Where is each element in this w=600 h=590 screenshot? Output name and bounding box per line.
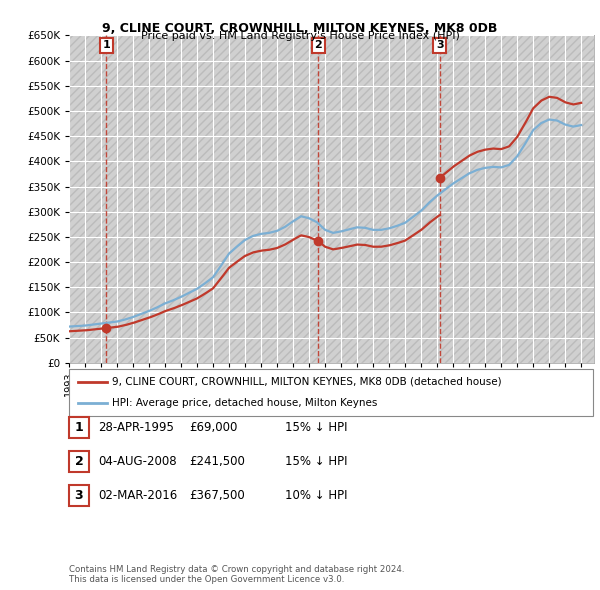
Text: 9, CLINE COURT, CROWNHILL, MILTON KEYNES, MK8 0DB: 9, CLINE COURT, CROWNHILL, MILTON KEYNES… xyxy=(103,22,497,35)
Text: HPI: Average price, detached house, Milton Keynes: HPI: Average price, detached house, Milt… xyxy=(112,398,377,408)
Text: 10% ↓ HPI: 10% ↓ HPI xyxy=(285,489,347,502)
Text: 9, CLINE COURT, CROWNHILL, MILTON KEYNES, MK8 0DB (detached house): 9, CLINE COURT, CROWNHILL, MILTON KEYNES… xyxy=(112,377,502,386)
Text: 1: 1 xyxy=(103,41,110,51)
Text: 3: 3 xyxy=(436,41,443,51)
Text: 2: 2 xyxy=(314,41,322,51)
Text: £241,500: £241,500 xyxy=(189,455,245,468)
Text: 15% ↓ HPI: 15% ↓ HPI xyxy=(285,421,347,434)
Text: 2: 2 xyxy=(74,455,83,468)
Text: Price paid vs. HM Land Registry's House Price Index (HPI): Price paid vs. HM Land Registry's House … xyxy=(140,31,460,41)
Text: £69,000: £69,000 xyxy=(189,421,238,434)
Text: 04-AUG-2008: 04-AUG-2008 xyxy=(98,455,176,468)
Text: Contains HM Land Registry data © Crown copyright and database right 2024.
This d: Contains HM Land Registry data © Crown c… xyxy=(69,565,404,584)
Text: 15% ↓ HPI: 15% ↓ HPI xyxy=(285,455,347,468)
Text: 3: 3 xyxy=(74,489,83,502)
Text: 02-MAR-2016: 02-MAR-2016 xyxy=(98,489,177,502)
Text: 1: 1 xyxy=(74,421,83,434)
Text: 28-APR-1995: 28-APR-1995 xyxy=(98,421,173,434)
Text: £367,500: £367,500 xyxy=(189,489,245,502)
